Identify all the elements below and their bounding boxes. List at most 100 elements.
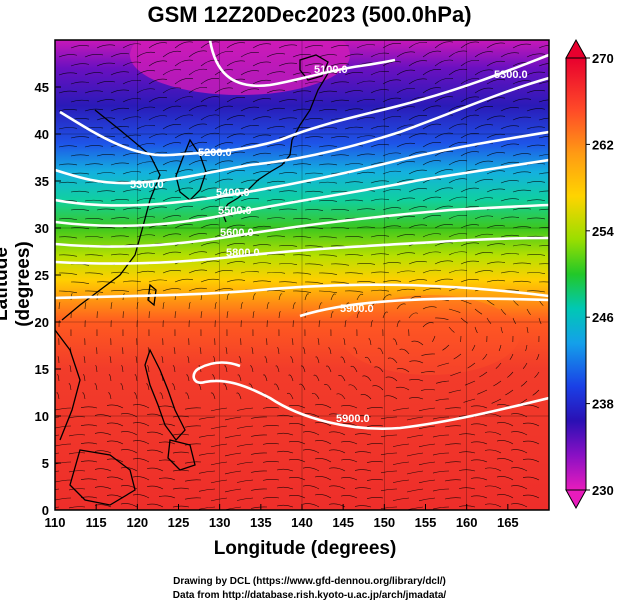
streamline	[471, 344, 476, 352]
streamline	[314, 404, 332, 409]
streamline	[158, 459, 176, 463]
streamline	[162, 251, 182, 256]
streamline	[240, 320, 242, 328]
x-axis-title: Longitude (degrees)	[213, 538, 397, 559]
map-plot-area: 5100.0 5200.0 5300.0 5300.0 5400.0 5500.…	[55, 40, 549, 510]
streamline	[396, 288, 416, 292]
streamline	[106, 476, 124, 481]
streamline	[411, 340, 424, 346]
streamline	[288, 374, 294, 382]
streamline	[94, 414, 112, 418]
streamline	[200, 132, 220, 139]
streamline	[396, 303, 406, 310]
streamline	[96, 311, 99, 319]
streamline	[486, 115, 506, 121]
streamline	[370, 320, 374, 328]
streamline	[224, 365, 228, 373]
streamline	[330, 44, 350, 49]
streamline	[135, 356, 138, 364]
streamline	[95, 347, 98, 355]
streamline	[174, 311, 177, 319]
streamline	[133, 392, 138, 400]
streamline	[484, 485, 502, 490]
contour-5300-west	[55, 168, 131, 185]
streamline	[58, 163, 78, 166]
streamline	[266, 302, 270, 310]
streamline	[224, 416, 242, 421]
streamline	[84, 72, 104, 76]
streamline	[302, 485, 320, 490]
streamline	[162, 69, 182, 76]
streamline	[224, 452, 242, 457]
streamline	[467, 362, 476, 369]
chart-title: GSM 12Z20Dec2023 (500.0hPa)	[147, 2, 472, 27]
streamline	[399, 348, 410, 355]
streamline	[122, 171, 142, 175]
streamline	[458, 433, 476, 436]
streamline	[340, 405, 358, 409]
streamline	[356, 135, 376, 139]
streamline	[356, 226, 376, 229]
streamline	[278, 62, 298, 67]
streamline	[434, 169, 454, 175]
streamline	[500, 125, 520, 130]
contour-5700	[55, 236, 549, 265]
wind-streamlines	[55, 41, 549, 510]
streamline	[418, 407, 436, 412]
streamline	[226, 170, 246, 175]
streamline	[136, 197, 156, 202]
streamline	[223, 383, 228, 391]
streamline	[200, 96, 220, 103]
colorbar-bottom-triangle	[565, 489, 587, 510]
streamline	[328, 431, 346, 436]
streamline	[240, 161, 260, 166]
streamline	[500, 253, 520, 256]
streamline	[184, 479, 202, 482]
streamline	[210, 407, 228, 412]
streamline	[70, 172, 90, 175]
streamline	[188, 233, 208, 238]
streamline	[526, 272, 546, 275]
streamline	[174, 205, 194, 211]
streamline	[84, 199, 104, 202]
streamline	[70, 99, 90, 103]
streamline	[214, 288, 234, 292]
streamline	[84, 218, 104, 220]
streamline	[58, 181, 78, 184]
streamline	[174, 132, 194, 139]
streamline	[396, 69, 416, 76]
x-tick-label: 165	[497, 515, 519, 530]
streamline	[58, 54, 78, 58]
streamline	[55, 461, 72, 465]
streamline	[432, 452, 450, 456]
streamline	[538, 117, 549, 121]
streamline	[366, 497, 384, 499]
contour-label-5300-east: 5300.0	[494, 69, 528, 81]
streamline	[55, 479, 72, 483]
streamline	[108, 374, 112, 382]
streamline	[484, 503, 502, 508]
streamline	[356, 263, 376, 265]
streamline	[406, 488, 424, 493]
streamline	[470, 405, 488, 409]
streamline	[370, 52, 390, 58]
streamline	[432, 434, 450, 438]
streamline	[200, 205, 220, 211]
streamline	[292, 302, 296, 310]
streamline	[500, 107, 520, 112]
streamline	[356, 208, 376, 211]
streamline	[496, 476, 514, 481]
streamline	[184, 407, 202, 410]
streamline	[434, 132, 454, 139]
streamline	[82, 374, 86, 382]
streamline	[252, 225, 272, 229]
streamline	[276, 347, 280, 355]
streamline	[432, 416, 450, 420]
streamline	[188, 87, 208, 94]
streamline	[162, 87, 182, 94]
streamline	[448, 214, 468, 220]
streamline	[512, 317, 517, 325]
streamline	[302, 467, 320, 472]
streamline	[526, 90, 546, 94]
streamline	[68, 506, 86, 509]
